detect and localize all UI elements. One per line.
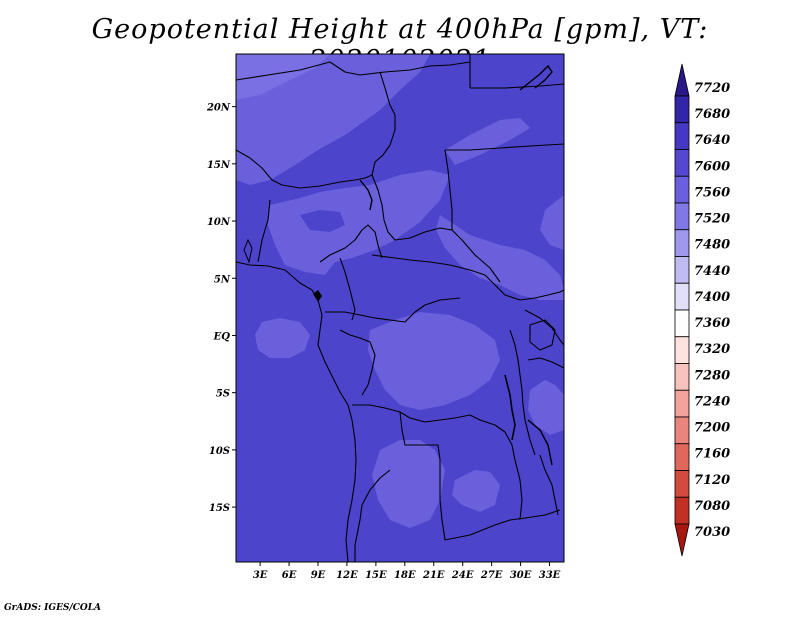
colorbar-label: 7160 xyxy=(694,447,730,462)
lon-tick-label: 18E xyxy=(394,570,416,581)
lat-tick-label: 20N xyxy=(206,103,231,114)
longitude-axis: 3E 6E 9E 12E 15E 18E 21E 24E 27E 30E 33E xyxy=(253,562,561,581)
colorbar-band xyxy=(674,95,690,124)
colorbar-label: 7280 xyxy=(694,368,730,383)
colorbar-label: 7360 xyxy=(694,316,730,331)
lat-tick-label: 15N xyxy=(207,160,231,171)
colorbar: 7720 7680 7640 7600 7560 7520 7480 7440 7400 7360… xyxy=(674,63,730,557)
latitude-axis: 20N 15N 10N 5N EQ 5S 10S 15S xyxy=(206,103,236,514)
lon-tick-label: 27E xyxy=(480,570,503,581)
colorbar-band xyxy=(674,256,690,284)
colorbar-label: 7080 xyxy=(694,499,730,514)
lon-tick-label: 9E xyxy=(311,570,326,581)
colorbar-label: 7240 xyxy=(694,394,730,409)
colorbar-band xyxy=(674,389,690,418)
shading-dark xyxy=(300,132,440,276)
colorbar-band xyxy=(674,282,690,311)
shading-light xyxy=(236,54,564,528)
lat-tick-label: 15S xyxy=(209,503,230,514)
lake-volta xyxy=(243,238,253,264)
lon-tick-label: 30E xyxy=(510,570,532,581)
colorbar-label: 7030 xyxy=(694,525,730,540)
colorbar-label: 7680 xyxy=(694,107,730,122)
colorbar-label: 7720 xyxy=(694,81,730,96)
colorbar-bottom-arrow xyxy=(674,523,690,557)
colorbar-label: 7440 xyxy=(694,264,730,279)
colorbar-band xyxy=(674,122,690,150)
colorbar-label: 7400 xyxy=(694,290,730,305)
lat-tick-label: 5S xyxy=(216,389,230,400)
colorbar-band xyxy=(674,443,690,471)
lon-tick-label: 15E xyxy=(365,570,387,581)
colorbar-label: 7120 xyxy=(694,473,730,488)
lon-tick-label: 24E xyxy=(451,570,474,581)
colorbar-label: 7200 xyxy=(694,421,730,436)
colorbar-band xyxy=(674,309,690,338)
colorbar-band xyxy=(674,175,690,204)
colorbar-label: 7480 xyxy=(694,238,730,253)
map-frame xyxy=(235,53,565,563)
grads-credit: GrADS: IGES/COLA xyxy=(4,603,102,613)
lon-tick-label: 6E xyxy=(282,570,297,581)
colorbar-band xyxy=(674,363,690,391)
colorbar-band xyxy=(674,416,690,445)
colorbar-band xyxy=(674,496,690,525)
lon-tick-label: 3E xyxy=(253,570,268,581)
lon-tick-label: 12E xyxy=(336,570,358,581)
colorbar-label: 7320 xyxy=(694,342,730,357)
lat-tick-label: 10N xyxy=(207,217,231,228)
lat-tick-label: 5N xyxy=(214,274,231,285)
colorbar-band xyxy=(674,470,690,498)
lon-tick-label: 33E xyxy=(539,570,561,581)
lon-tick-label: 21E xyxy=(422,570,445,581)
colorbar-label: 7560 xyxy=(694,185,730,200)
bioko-island xyxy=(313,290,322,302)
colorbar-top-arrow xyxy=(674,63,690,97)
lat-tick-label: 10S xyxy=(209,446,230,457)
colorbar-label: 7640 xyxy=(694,133,730,148)
lat-tick-label: EQ xyxy=(213,331,231,342)
colorbar-band xyxy=(674,149,690,177)
map-panel xyxy=(236,54,564,562)
colorbar-label: 7600 xyxy=(694,159,730,174)
red-sea-coast xyxy=(519,64,553,91)
country-borders xyxy=(236,54,564,562)
colorbar-band xyxy=(674,202,690,231)
colorbar-band xyxy=(674,336,690,364)
colorbar-label: 7520 xyxy=(694,212,730,227)
colorbar-band xyxy=(674,229,690,257)
